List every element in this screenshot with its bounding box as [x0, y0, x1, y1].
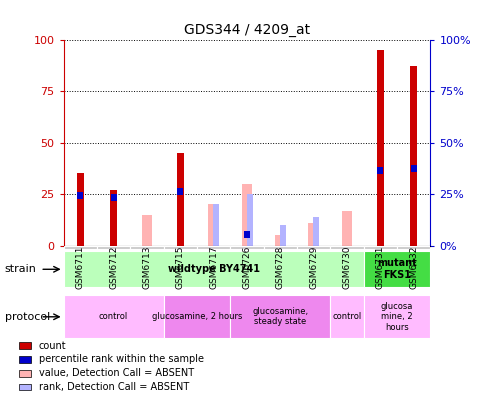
Bar [110, 190, 117, 246]
Bar [197, 246, 230, 249]
Bar [176, 153, 183, 246]
Bar [130, 246, 163, 249]
Text: wildtype BY4741: wildtype BY4741 [167, 264, 259, 274]
Bar [274, 235, 285, 246]
Bar [177, 188, 183, 195]
Text: rank, Detection Call = ABSENT: rank, Detection Call = ABSENT [39, 382, 188, 392]
Text: glucosa
mine, 2
hours: glucosa mine, 2 hours [380, 302, 412, 332]
Text: glucosamine, 2 hours: glucosamine, 2 hours [151, 312, 242, 321]
Text: GSM6715: GSM6715 [175, 246, 184, 289]
Bar [63, 251, 363, 287]
Bar [163, 295, 230, 338]
Bar [20, 342, 31, 349]
Bar [163, 246, 197, 249]
Text: control: control [332, 312, 361, 321]
Title: GDS344 / 4209_at: GDS344 / 4209_at [183, 23, 309, 37]
Text: GSM6728: GSM6728 [275, 246, 284, 289]
Bar [20, 356, 31, 363]
Text: GSM6732: GSM6732 [408, 246, 417, 289]
Bar [20, 384, 31, 390]
Bar [263, 246, 296, 249]
Bar [341, 211, 351, 246]
Text: count: count [39, 341, 66, 350]
Bar [307, 223, 318, 246]
Bar [363, 295, 429, 338]
Bar [246, 194, 252, 246]
Bar [363, 251, 429, 287]
Text: value, Detection Call = ABSENT: value, Detection Call = ABSENT [39, 368, 193, 378]
Text: GSM6717: GSM6717 [209, 246, 218, 289]
Bar [377, 167, 383, 175]
Text: GSM6712: GSM6712 [109, 246, 118, 289]
Bar [396, 246, 429, 249]
Bar [296, 246, 329, 249]
Text: GSM6730: GSM6730 [342, 246, 351, 289]
Bar [77, 173, 84, 246]
Bar [410, 165, 416, 172]
Bar [20, 370, 31, 377]
Bar [363, 246, 396, 249]
Text: percentile rank within the sample: percentile rank within the sample [39, 354, 203, 364]
Text: GSM6711: GSM6711 [76, 246, 84, 289]
Text: GSM6729: GSM6729 [308, 246, 318, 289]
Bar [376, 50, 383, 246]
Bar [230, 295, 329, 338]
Bar [329, 295, 363, 338]
Bar [213, 204, 219, 246]
Text: GSM6713: GSM6713 [142, 246, 151, 289]
Bar [329, 246, 363, 249]
Text: glucosamine,
steady state: glucosamine, steady state [252, 307, 308, 326]
Text: control: control [99, 312, 128, 321]
Bar [77, 192, 83, 199]
Text: GSM6731: GSM6731 [375, 246, 384, 289]
Text: strain: strain [5, 264, 37, 274]
Text: protocol: protocol [5, 312, 50, 322]
Bar [142, 215, 152, 246]
Bar [208, 204, 219, 246]
Bar [244, 231, 249, 238]
Bar [313, 217, 319, 246]
Bar [97, 246, 130, 249]
Bar [230, 246, 263, 249]
Text: GSM6726: GSM6726 [242, 246, 251, 289]
Bar [279, 225, 285, 246]
Bar [63, 295, 163, 338]
Bar [110, 194, 116, 201]
Text: mutant
FKS1: mutant FKS1 [376, 259, 416, 280]
Bar [63, 246, 97, 249]
Bar [241, 184, 252, 246]
Bar [409, 67, 416, 246]
